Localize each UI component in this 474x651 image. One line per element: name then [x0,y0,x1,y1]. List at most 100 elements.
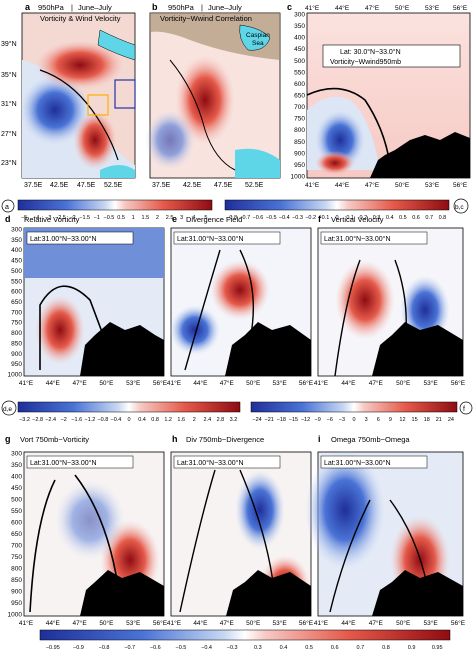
panel-b-xtick-1: 42.5E [183,182,202,189]
yticks-c-tick: 650 [294,93,305,100]
row3-xticks-tick: 47°E [220,619,235,627]
colorbar-ghi-bar [39,629,451,641]
panel-b-contour [169,59,236,171]
panel-b-xtick-2: 47.5E [214,182,233,189]
cbar-de-labels-label: 2.8 [217,417,225,423]
panel-b-xticks: 37.5E 42.5E 47.5E 52.5E [152,182,264,189]
cbar-a-labels-label: 1.5 [141,215,149,221]
row2-xticks-tick: 47°E [369,379,384,387]
yticks-c-tick: 400 [294,35,305,42]
row3-xticks-tick: 56°E [153,619,168,627]
cbar-a-labels-label: 2 [156,215,159,221]
cbar-ghi-labels-label: −0.4 [201,645,212,651]
panel-h: Lat:31.00°N−33.00°N h Div 750mb−Divergen… [170,434,312,617]
cbar-de-labels-label: −2.8 [32,417,43,423]
panel-h-letter: h [172,434,178,444]
cbar-de-labels-label: −3.2 [19,417,30,423]
row2-xticks-tick: 53°E [424,379,439,387]
yticks-c-tick: 300 [294,12,305,19]
panel-g: Lat:31.00°N−33.00°N g Vort 750mb−Vortici… [5,434,165,617]
cbar-de-labels-label: −2.4 [45,417,56,423]
colorbar-a-bar [17,199,213,211]
colorbar-de-bar [17,401,241,413]
cbar-a-labels-label: −1 [94,215,100,221]
row3-xticks-tick: 53°E [424,619,439,627]
cbar-bc-labels-label: 0.4 [386,215,394,221]
panel-f-terrain [372,322,463,376]
panel-b-caspian [239,24,271,51]
panel-d-yticks: 300 350 400 450 500 550 600 650 700 750 800 850 900 9… [8,227,23,379]
panel-i-info-box [320,455,428,469]
cbar-bc-labels-label: 0.1 [346,215,354,221]
cbar-f-labels-label: −6 [327,417,333,423]
row2-xticks-tick: 50°E [396,379,411,387]
panel-a-box-yellow [87,94,109,116]
panel-c-xtick-bot-2: 47°E [365,181,380,189]
cbar-de-labels-label: −2 [61,417,67,423]
yticks-g-tick: 650 [11,531,22,538]
row3-xticks-tick: 41°E [167,619,182,627]
cbar-f-labels-label: −9 [315,417,321,423]
yticks-g-tick: 450 [11,485,22,492]
colorbar-bc-bar [224,199,450,211]
colorbar-f-tag: f [463,406,465,413]
panel-f-letter: f [318,214,322,224]
cbar-ghi-labels-label: 0.7 [356,645,364,651]
panel-g-terrain [80,570,164,616]
panel-a-ytick-2: 31°N [1,100,17,108]
yticks-g-tick: 550 [11,508,22,515]
cbar-ghi-labels-label: −0.8 [99,645,110,651]
panel-b-title-left: 950hPa [168,3,195,12]
cbar-de-labels-label: 0.8 [151,417,159,423]
cbar-bc-labels-label: −0.3 [292,215,303,221]
panel-c-letter: c [287,2,292,12]
cbar-ghi-labels-label: 0.3 [254,645,262,651]
colorbar-de-labels: −3.2 −2.8 −2.4 −2 −1.6 −1.2 −0.8 −0.4 0 0.4 0.8 1.2… [19,417,237,423]
yticks-g-tick: 350 [11,462,22,469]
cbar-bc-labels-label: −0.5 [266,215,277,221]
cbar-ghi-labels-label: −0.6 [150,645,161,651]
panel-c-xtick-bot-1: 44°E [335,181,350,189]
cbar-de-labels-label: 0 [127,417,130,423]
cbar-de-labels-label: −1.6 [71,417,82,423]
panel-h-blue-blob [235,470,285,550]
cbar-a-labels-label: −2.5 [55,215,66,221]
row2-xticks-tick: 41°E [167,379,182,387]
panel-c-xtick-top-0: 41°E [305,4,320,12]
panel-d-title: Relative Vorticity [24,215,80,224]
yticks-g-tick: 800 [11,566,22,573]
row2-xticks-tick: 44°E [341,379,356,387]
panel-a-title-sep: | [71,3,73,12]
panel-a-ytick-4: 23°N [1,159,17,167]
colorbar-de: d,e −3.2 −2.8 −2.4 −2 −1.6 −1.2 −0.8 −0.4 0 0.4 0.… [1,400,241,423]
panel-a-red-blob-2 [73,110,117,170]
cbar-f-labels-label: 0 [352,417,355,423]
row3-xticks-tick: 53°E [273,619,288,627]
panel-a-xtick-3: 52.5E [104,182,123,189]
yticks-c-tick: 500 [294,58,305,65]
cbar-ghi-labels-label: 0.6 [331,645,339,651]
colorbar-bc-labels: −0.8 −0.7 −0.6 −0.5 −0.4 −0.3 −0.2 −0.1 0 0.1 0.2 0… [226,215,446,221]
row3-xticks-tick: 44°E [46,619,61,627]
panel-h-info-box [173,455,281,469]
panel-e-info-box [173,231,281,245]
colorbar-ghi: −0.95 −0.9 −0.8 −0.7 −0.6 −0.5 −0.4 −0.3 0.3 0.4 0… [39,629,451,651]
cbar-bc-labels-label: 0.5 [399,215,407,221]
row2-xticks-tick: 56°E [153,379,168,387]
panel-c-info-box [322,44,461,68]
colorbar-bc-tag: b,c [455,204,464,211]
cbar-bc-labels-label: 0.3 [373,215,381,221]
yticks-c-tick: 750 [294,116,305,123]
yticks-g-tick: 300 [11,451,22,458]
panel-a-yticks: 39°N 35°N 31°N 27°N 23°N [1,40,17,167]
panel-g-box: Lat:31.00°N−33.00°N [30,459,97,467]
panel-c-xtick-bot-0: 41°E [305,181,320,189]
yticks-c-tick: 1000 [291,174,306,181]
yticks-g-tick: 500 [11,497,22,504]
row3-xticks: 41°E 44°E 47°E 50°E 53°E 56°E 41°E 44°E 47°E 50°E… [19,619,466,627]
panel-c-xtick-bot-4: 53°E [425,181,440,189]
panel-b-letter: b [152,2,158,12]
panel-b-inset-label-1: Caspian [246,32,270,39]
panel-b-xtick-0: 37.5E [152,182,171,189]
